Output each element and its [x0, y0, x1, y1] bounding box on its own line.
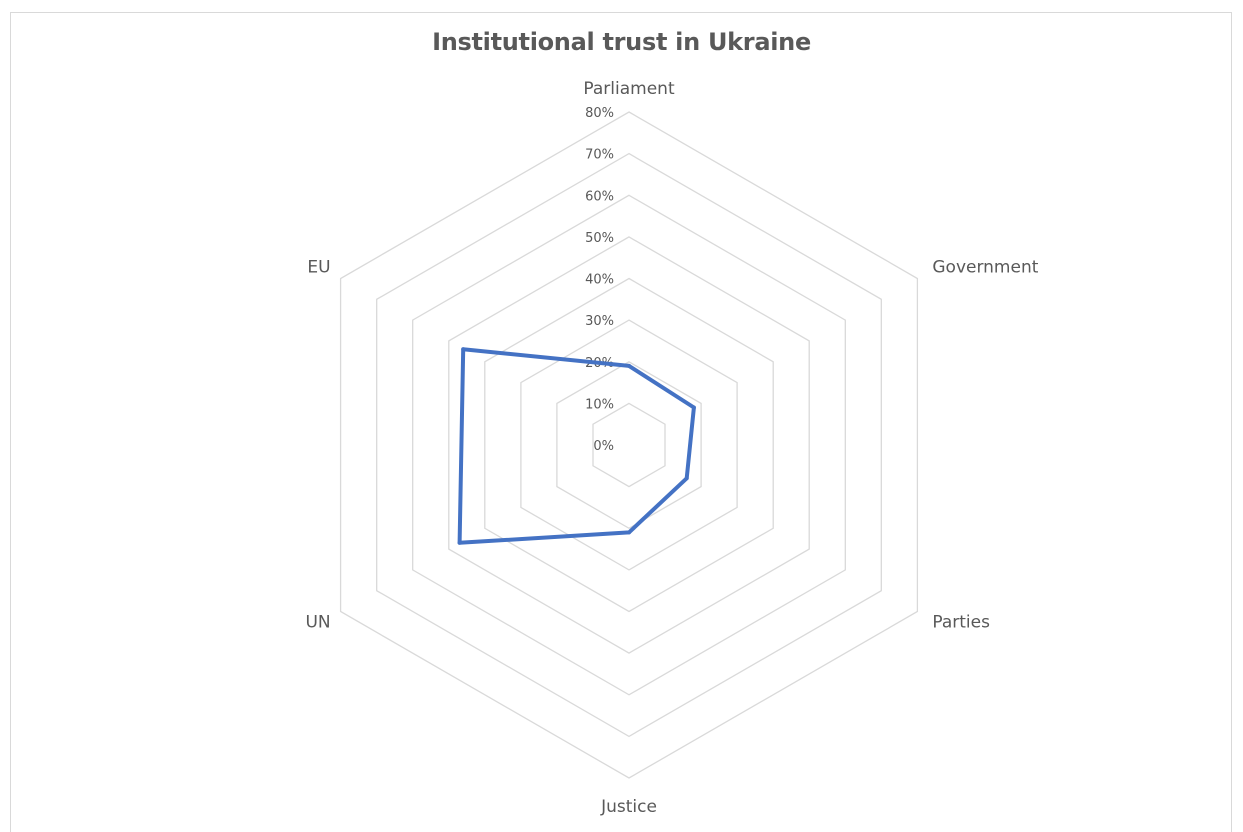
tick-label: 70%	[585, 148, 614, 163]
data-point-eu	[461, 347, 466, 352]
tick-label: 60%	[585, 189, 614, 204]
data-point-justice	[627, 530, 631, 535]
data-point-parties	[684, 476, 689, 481]
axis-label-parliament: Parliament	[583, 79, 675, 99]
gridline-ring	[484, 277, 774, 613]
gridline-ring	[556, 361, 702, 530]
tick-label: 0%	[593, 439, 614, 454]
gridline-ring	[520, 319, 738, 571]
tick-label: 50%	[585, 231, 614, 246]
gridline-ring	[412, 194, 846, 696]
gridline-ring	[592, 402, 666, 488]
data-point-un	[457, 540, 462, 545]
data-point-government	[691, 405, 696, 410]
data-point-parliament	[627, 363, 631, 368]
chart-area	[10, 12, 1232, 832]
series-layer	[457, 347, 696, 545]
tick-label: 80%	[585, 106, 614, 121]
gridline-ring	[376, 152, 882, 738]
axis-label-eu: EU	[307, 258, 330, 278]
axis-labels: Parliament Government Parties Justice UN EU	[305, 79, 1038, 817]
chart-title: Institutional trust in Ukraine	[432, 28, 811, 56]
gridline-ring	[448, 236, 810, 654]
axis-label-parties: Parties	[932, 613, 990, 633]
tick-label: 30%	[585, 314, 614, 329]
axis-label-government: Government	[932, 258, 1038, 278]
tick-label: 40%	[585, 273, 614, 288]
axis-label-un: UN	[305, 613, 330, 633]
radar-gridlines	[339, 111, 919, 779]
gridline-ring	[339, 111, 919, 779]
tick-label: 10%	[585, 397, 614, 412]
radial-tick-labels: 0%10%20%30%40%50%60%70%80%	[585, 106, 614, 454]
axis-label-justice: Justice	[600, 797, 657, 817]
